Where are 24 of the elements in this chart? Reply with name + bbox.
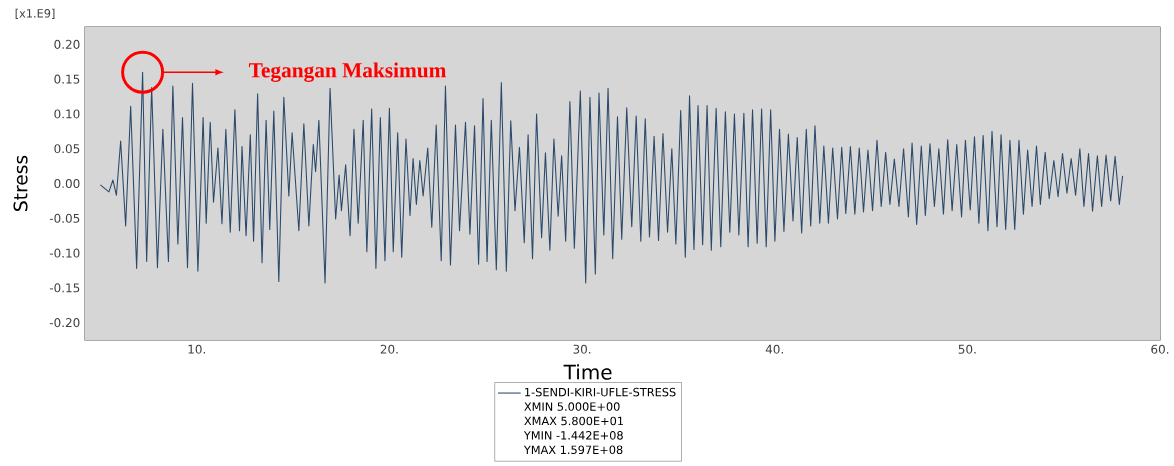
text: XMAX 5.800E+01	[524, 416, 623, 426]
text: XMIN 5.000E+00	[524, 402, 620, 411]
x-tick-label: 50.	[958, 344, 976, 354]
x-tick-label: 30.	[573, 344, 591, 354]
legend-label: 1-SENDI-KIRI-UFLE-STRESS	[525, 387, 676, 397]
y-tick-label: 0.10	[54, 109, 80, 119]
x-tick-label: 20.	[380, 344, 398, 354]
x-tick-label: 60.	[1151, 344, 1169, 354]
y-tick-label: -0.15	[49, 283, 80, 293]
text: YMIN -1.442E+08	[523, 431, 623, 440]
y-axis-title: Stress	[13, 155, 28, 211]
annotation: Tegangan Maksimum	[248, 62, 447, 82]
y-tick-label: 0.00	[54, 178, 80, 189]
y-tick-label: 0.05	[54, 144, 80, 154]
y-tick-label: -0.20	[49, 318, 80, 328]
text: [x1.E9]	[15, 8, 55, 19]
x-tick-label: 40.	[765, 344, 783, 354]
y-tick-label: 0.20	[54, 39, 80, 49]
text: YMAX 1.597E+08	[523, 445, 623, 455]
x-tick-label: 10.	[188, 344, 205, 354]
y-tick-label: 0.15	[54, 74, 80, 84]
y-tick-label: -0.10	[49, 248, 80, 258]
x-axis-title: Time	[563, 364, 612, 380]
y-tick-label: -0.05	[49, 213, 80, 223]
